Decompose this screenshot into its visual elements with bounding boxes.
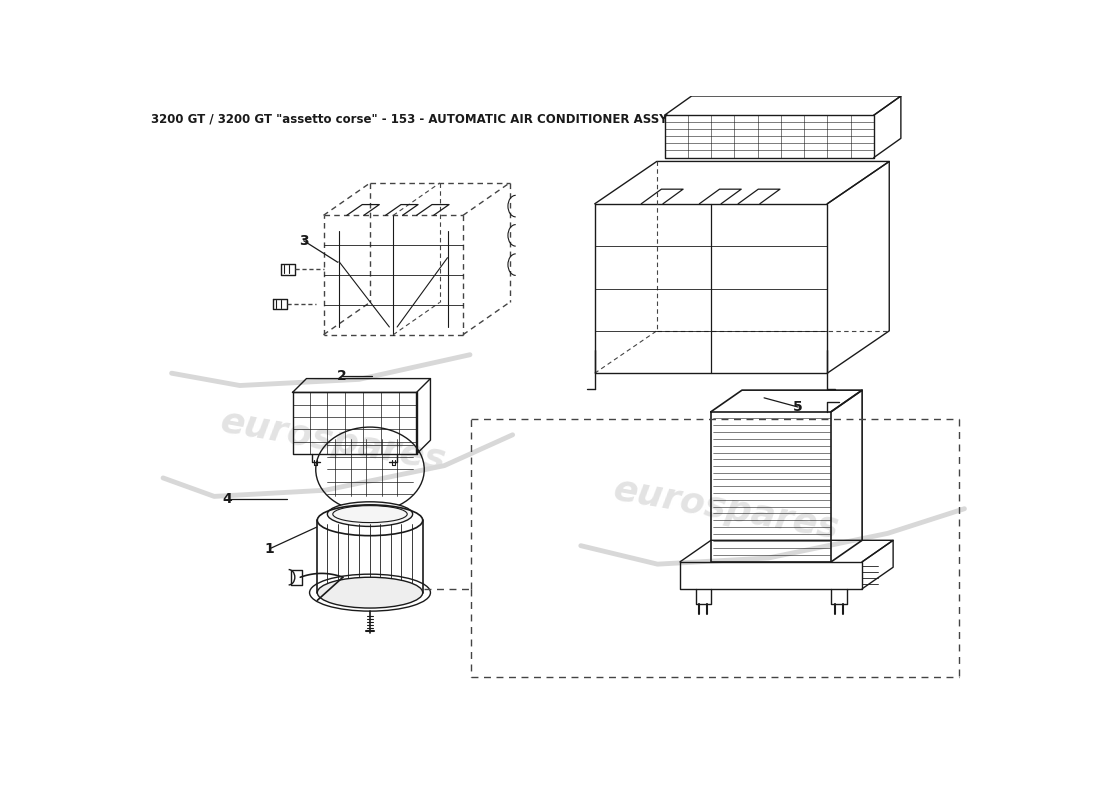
Text: eurospares: eurospares [218, 404, 449, 478]
Text: 4: 4 [222, 493, 232, 506]
Ellipse shape [317, 578, 422, 608]
Ellipse shape [328, 502, 412, 526]
Text: 2: 2 [338, 370, 346, 383]
Text: eurospares: eurospares [610, 472, 842, 546]
Text: 1: 1 [265, 542, 275, 556]
Text: 3200 GT / 3200 GT "assetto corse" - 153 - AUTOMATIC AIR CONDITIONER ASSY: 3200 GT / 3200 GT "assetto corse" - 153 … [152, 113, 668, 126]
Text: 3: 3 [299, 234, 308, 248]
Text: 5: 5 [793, 400, 803, 414]
